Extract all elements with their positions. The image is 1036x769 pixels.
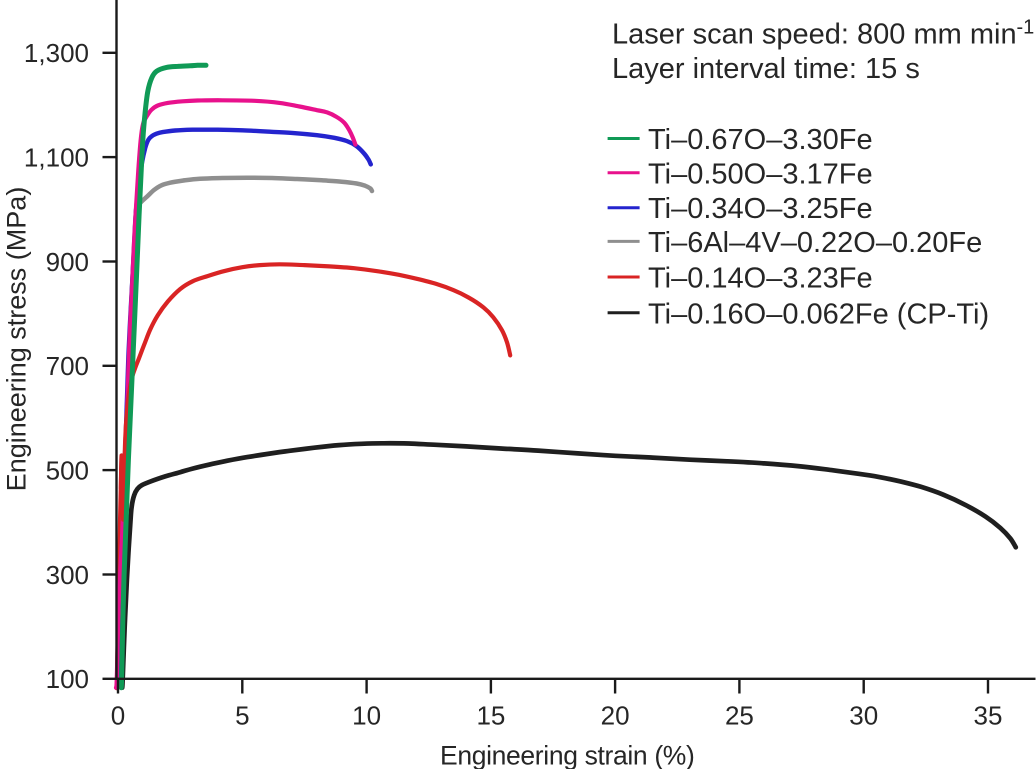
svg-text:30: 30 xyxy=(849,701,878,731)
svg-text:1,300: 1,300 xyxy=(24,38,89,68)
svg-text:0: 0 xyxy=(111,701,125,731)
svg-text:700: 700 xyxy=(46,351,89,381)
svg-text:35: 35 xyxy=(974,701,1003,731)
svg-text:100: 100 xyxy=(46,664,89,694)
svg-text:15: 15 xyxy=(476,701,505,731)
svg-text:-1: -1 xyxy=(1017,17,1035,39)
svg-text:Layer interval time: 15 s: Layer interval time: 15 s xyxy=(612,53,920,85)
svg-text:300: 300 xyxy=(46,560,89,590)
svg-text:Ti–0.14O–3.23Fe: Ti–0.14O–3.23Fe xyxy=(648,263,873,295)
svg-text:Engineering stress (MPa): Engineering stress (MPa) xyxy=(2,187,32,492)
svg-text:Laser scan speed: 800 mm min: Laser scan speed: 800 mm min xyxy=(612,18,1017,50)
svg-text:Ti–0.34O–3.25Fe: Ti–0.34O–3.25Fe xyxy=(648,193,873,225)
svg-text:5: 5 xyxy=(235,701,249,731)
svg-text:25: 25 xyxy=(725,701,754,731)
svg-text:Ti–0.50O–3.17Fe: Ti–0.50O–3.17Fe xyxy=(648,158,873,190)
svg-text:900: 900 xyxy=(46,247,89,277)
svg-text:500: 500 xyxy=(46,455,89,485)
svg-text:Ti–0.16O–0.062Fe (CP-Ti): Ti–0.16O–0.062Fe (CP-Ti) xyxy=(648,298,989,330)
svg-text:Engineering strain (%): Engineering strain (%) xyxy=(440,741,694,769)
svg-text:20: 20 xyxy=(601,701,630,731)
svg-text:Ti–6Al–4V–0.22O–0.20Fe: Ti–6Al–4V–0.22O–0.20Fe xyxy=(648,227,982,259)
svg-text:Ti–0.67O–3.30Fe: Ti–0.67O–3.30Fe xyxy=(648,124,873,156)
svg-text:10: 10 xyxy=(352,701,381,731)
svg-text:1,100: 1,100 xyxy=(24,142,89,172)
